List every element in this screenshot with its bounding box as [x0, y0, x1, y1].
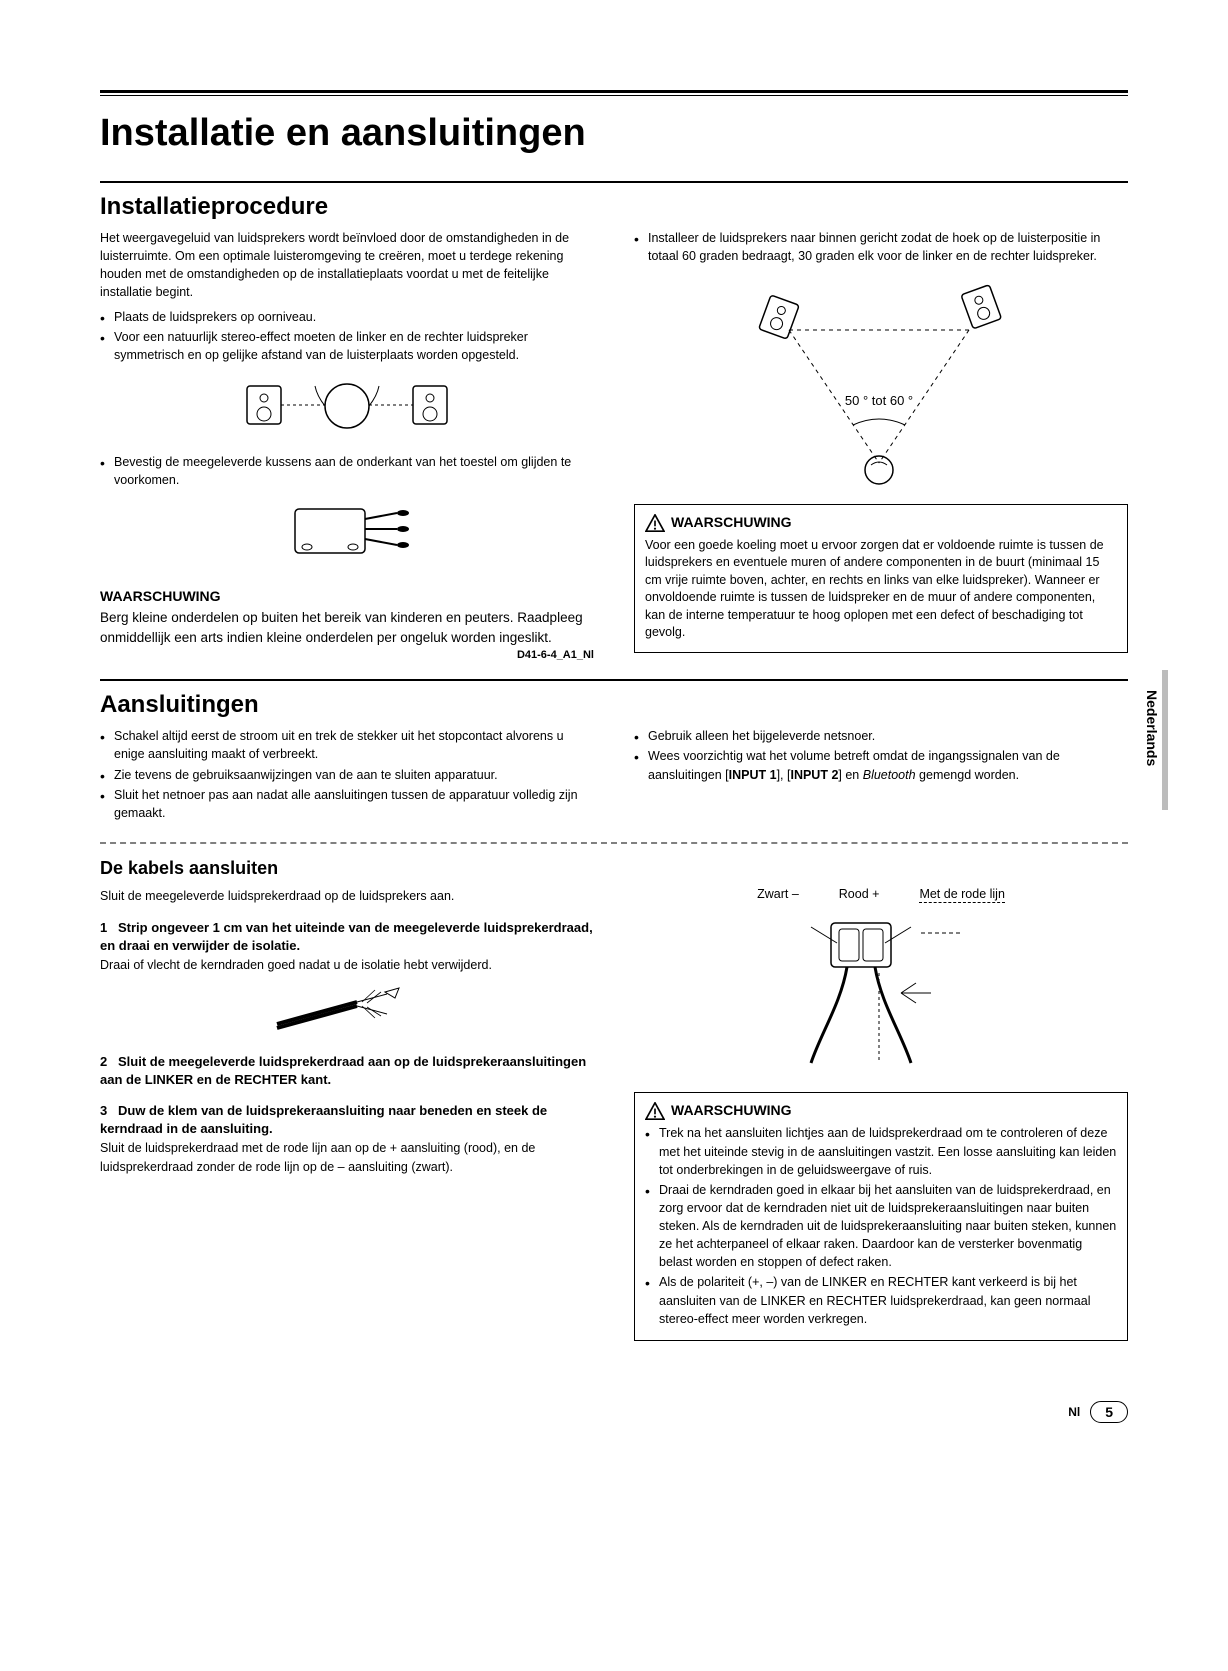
angle-label: 50 ° tot 60 ° — [845, 393, 913, 408]
warn-body: Berg kleine onderdelen op buiten het ber… — [100, 608, 594, 647]
list-item: Plaats de luidsprekers op oorniveau. — [100, 308, 594, 326]
label-red: Rood + — [839, 887, 880, 903]
fig-pads — [100, 499, 594, 574]
warn-heading: WAARSCHUWING — [100, 588, 594, 604]
list-item: Wees voorzichtig wat het volume betreft … — [634, 747, 1128, 783]
side-tab-bar — [1162, 670, 1168, 810]
page-title: Installatie en aansluitingen — [100, 112, 1128, 155]
bluetooth: Bluetooth — [863, 768, 916, 782]
input1: INPUT 1 — [729, 768, 777, 782]
step-1: 1Strip ongeveer 1 cm van het uiteinde va… — [100, 919, 594, 954]
page-number: 5 — [1090, 1401, 1128, 1423]
warning-icon — [645, 1102, 665, 1120]
top-rule — [100, 90, 1128, 96]
cables-intro: Sluit de meegeleverde luidsprekerdraad o… — [100, 887, 594, 905]
label-black: Zwart – — [757, 887, 799, 903]
conn-right-bullets: Gebruik alleen het bijgeleverde netsnoer… — [634, 727, 1128, 783]
list-item: Als de polariteit (+, –) van de LINKER e… — [645, 1273, 1117, 1327]
list-item: Bevestig de meegeleverde kussens aan de … — [100, 453, 594, 489]
box-body: Voor een goede koeling moet u ervoor zor… — [645, 537, 1117, 642]
section-heading-install: Installatieprocedure — [100, 193, 1128, 221]
list-item: Voor een natuurlijk stereo-effect moeten… — [100, 328, 594, 364]
label-redline: Met de rode lijn — [919, 887, 1004, 903]
list-item: Sluit het netnoer pas aan nadat alle aan… — [100, 786, 594, 822]
footer-lang: Nl — [1068, 1405, 1080, 1419]
step-3: 3Duw de klem van de luidsprekeraansluiti… — [100, 1102, 594, 1137]
warn-code: D41-6-4_A1_Nl — [100, 649, 594, 661]
fig-strip-wire — [100, 984, 594, 1039]
dashed-separator — [100, 842, 1128, 844]
install-left-col: Het weergavegeluid van luidsprekers word… — [100, 229, 594, 661]
list-item: Schakel altijd eerst de stroom uit en tr… — [100, 727, 594, 763]
step-2: 2Sluit de meegeleverde luidsprekerdraad … — [100, 1053, 594, 1088]
input2: INPUT 2 — [790, 768, 838, 782]
list-item: Trek na het aansluiten lichtjes aan de l… — [645, 1124, 1117, 1178]
list-item: Draai de kerndraden goed in elkaar bij h… — [645, 1181, 1117, 1272]
wire-labels: Zwart – Rood + Met de rode lijn — [634, 887, 1128, 903]
conn-left-bullets: Schakel altijd eerst de stroom uit en tr… — [100, 727, 594, 822]
page-footer: Nl 5 — [100, 1401, 1128, 1423]
warning-box-cooling: WAARSCHUWING Voor een goede koeling moet… — [634, 504, 1128, 653]
warning-box-wire: WAARSCHUWING Trek na het aansluiten lich… — [634, 1092, 1128, 1341]
subsection-cables: De kabels aansluiten — [100, 858, 1128, 879]
rule-2 — [100, 679, 1128, 681]
install-bullets-1: Plaats de luidsprekers op oorniveau. Voo… — [100, 308, 594, 364]
list-item: Zie tevens de gebruiksaanwijzingen van d… — [100, 766, 594, 784]
list-item: Installeer de luidsprekers naar binnen g… — [634, 229, 1128, 265]
step-3-body: Sluit de luidsprekerdraad met de rode li… — [100, 1139, 594, 1175]
warning-icon — [645, 514, 665, 532]
rule-1 — [100, 181, 1128, 183]
step-1-body: Draai of vlecht de kerndraden goed nadat… — [100, 956, 594, 974]
side-language-tab: Nederlands — [1144, 690, 1160, 766]
install-right-bullets: Installeer de luidsprekers naar binnen g… — [634, 229, 1128, 265]
fig-angle: 50 ° tot 60 ° — [634, 275, 1128, 490]
section-heading-connections: Aansluitingen — [100, 691, 1128, 719]
box-title: WAARSCHUWING — [671, 1101, 792, 1121]
fig-terminal — [634, 913, 1128, 1078]
install-intro: Het weergavegeluid van luidsprekers word… — [100, 229, 594, 302]
list-item: Gebruik alleen het bijgeleverde netsnoer… — [634, 727, 1128, 745]
box-title: WAARSCHUWING — [671, 513, 792, 533]
fig-speakers-head — [100, 374, 594, 439]
install-right-col: Installeer de luidsprekers naar binnen g… — [634, 229, 1128, 661]
install-bullets-2: Bevestig de meegeleverde kussens aan de … — [100, 453, 594, 489]
